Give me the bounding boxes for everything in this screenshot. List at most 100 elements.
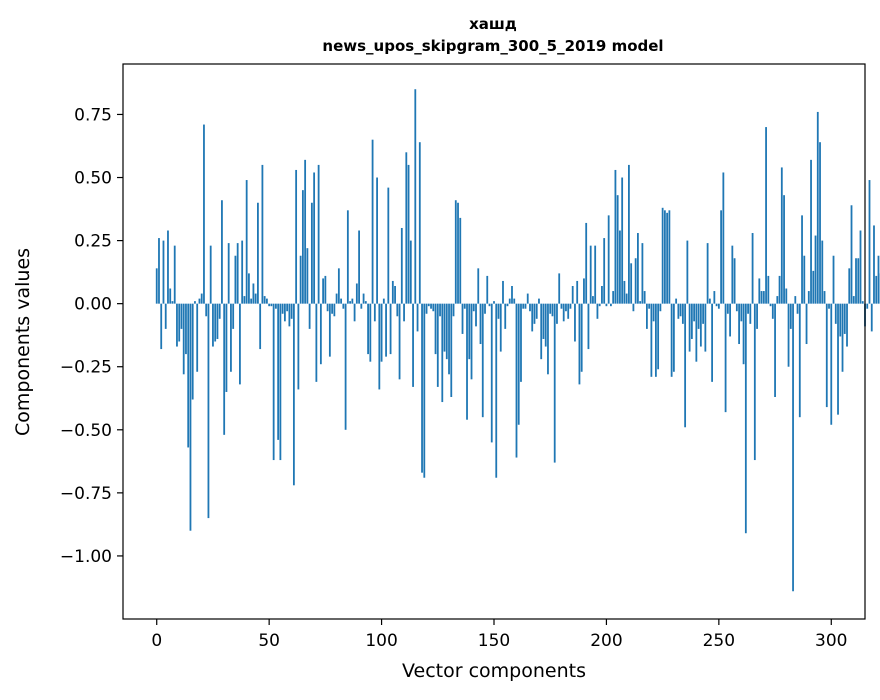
- bar: [354, 304, 356, 322]
- bar: [158, 238, 160, 304]
- y-tick-label: 0.50: [74, 169, 112, 189]
- bar: [803, 256, 805, 304]
- bar: [774, 304, 776, 397]
- chart-title-line2: news_upos_skipgram_300_5_2019 model: [322, 37, 663, 55]
- bar: [522, 304, 524, 309]
- bar: [453, 304, 455, 317]
- bar: [282, 304, 284, 314]
- bar: [271, 304, 273, 307]
- bar: [248, 273, 250, 303]
- bar: [495, 304, 497, 478]
- bar: [502, 281, 504, 304]
- bar: [736, 304, 738, 312]
- bar: [194, 301, 196, 304]
- bar: [648, 304, 650, 309]
- bar: [621, 178, 623, 304]
- bar: [857, 258, 859, 303]
- bar: [579, 304, 581, 385]
- bar: [637, 233, 639, 304]
- bar: [284, 304, 286, 322]
- bar: [866, 304, 868, 309]
- bar: [594, 246, 596, 304]
- bar: [275, 304, 277, 309]
- bar: [848, 268, 850, 303]
- bar: [423, 304, 425, 478]
- bar: [262, 165, 264, 304]
- bar: [190, 304, 192, 531]
- bar: [862, 301, 864, 304]
- bar: [322, 278, 324, 303]
- bar: [549, 304, 551, 314]
- bar: [410, 241, 412, 304]
- y-tick-label: 0.25: [74, 232, 112, 252]
- bar: [241, 241, 243, 304]
- bar: [819, 142, 821, 303]
- bar: [633, 304, 635, 312]
- bar: [250, 299, 252, 304]
- bar: [855, 258, 857, 303]
- bar: [320, 304, 322, 365]
- bar: [592, 296, 594, 304]
- bar: [698, 304, 700, 329]
- bar: [430, 304, 432, 309]
- bar: [405, 152, 407, 303]
- bar: [666, 213, 668, 304]
- bar: [610, 304, 612, 307]
- bar: [365, 301, 367, 304]
- x-tick-label: 250: [703, 631, 735, 651]
- bar: [657, 304, 659, 370]
- bar: [473, 304, 475, 312]
- bar: [484, 304, 486, 314]
- bar: [794, 296, 796, 304]
- bar: [358, 231, 360, 304]
- bar: [738, 304, 740, 344]
- bar: [761, 291, 763, 304]
- bar: [630, 263, 632, 303]
- bar: [518, 304, 520, 425]
- bar: [349, 301, 351, 304]
- bar: [655, 304, 657, 377]
- bar: [851, 205, 853, 303]
- bar: [749, 304, 751, 324]
- x-tick-label: 0: [151, 631, 162, 651]
- bar: [824, 291, 826, 304]
- bar: [329, 304, 331, 357]
- bar: [718, 304, 720, 309]
- bar: [543, 304, 545, 339]
- bar: [700, 304, 702, 347]
- bar: [230, 304, 232, 372]
- bar: [869, 180, 871, 304]
- bar: [590, 246, 592, 304]
- bar: [331, 304, 333, 314]
- bar: [745, 304, 747, 534]
- bar: [183, 304, 185, 375]
- bar: [399, 304, 401, 380]
- bar: [839, 304, 841, 337]
- y-tick-label: −0.25: [60, 358, 112, 378]
- bar: [581, 304, 583, 372]
- bar: [783, 195, 785, 303]
- bar: [408, 165, 410, 304]
- bar: [531, 304, 533, 332]
- bar: [788, 304, 790, 367]
- bar: [529, 304, 531, 312]
- bar: [552, 304, 554, 317]
- bar: [635, 258, 637, 303]
- bar: [277, 304, 279, 440]
- chart-title-line1: хашд: [469, 15, 517, 33]
- y-tick-label: −0.75: [60, 484, 112, 504]
- bar: [482, 304, 484, 418]
- bar: [756, 304, 758, 329]
- x-tick-label: 100: [365, 631, 397, 651]
- bar: [770, 304, 772, 307]
- bar: [253, 283, 255, 303]
- bar: [684, 304, 686, 428]
- bar: [554, 304, 556, 463]
- bar: [601, 286, 603, 304]
- bar: [792, 304, 794, 592]
- bar: [752, 233, 754, 304]
- bar: [178, 304, 180, 342]
- bar: [837, 304, 839, 415]
- bar: [441, 304, 443, 402]
- bar: [677, 304, 679, 319]
